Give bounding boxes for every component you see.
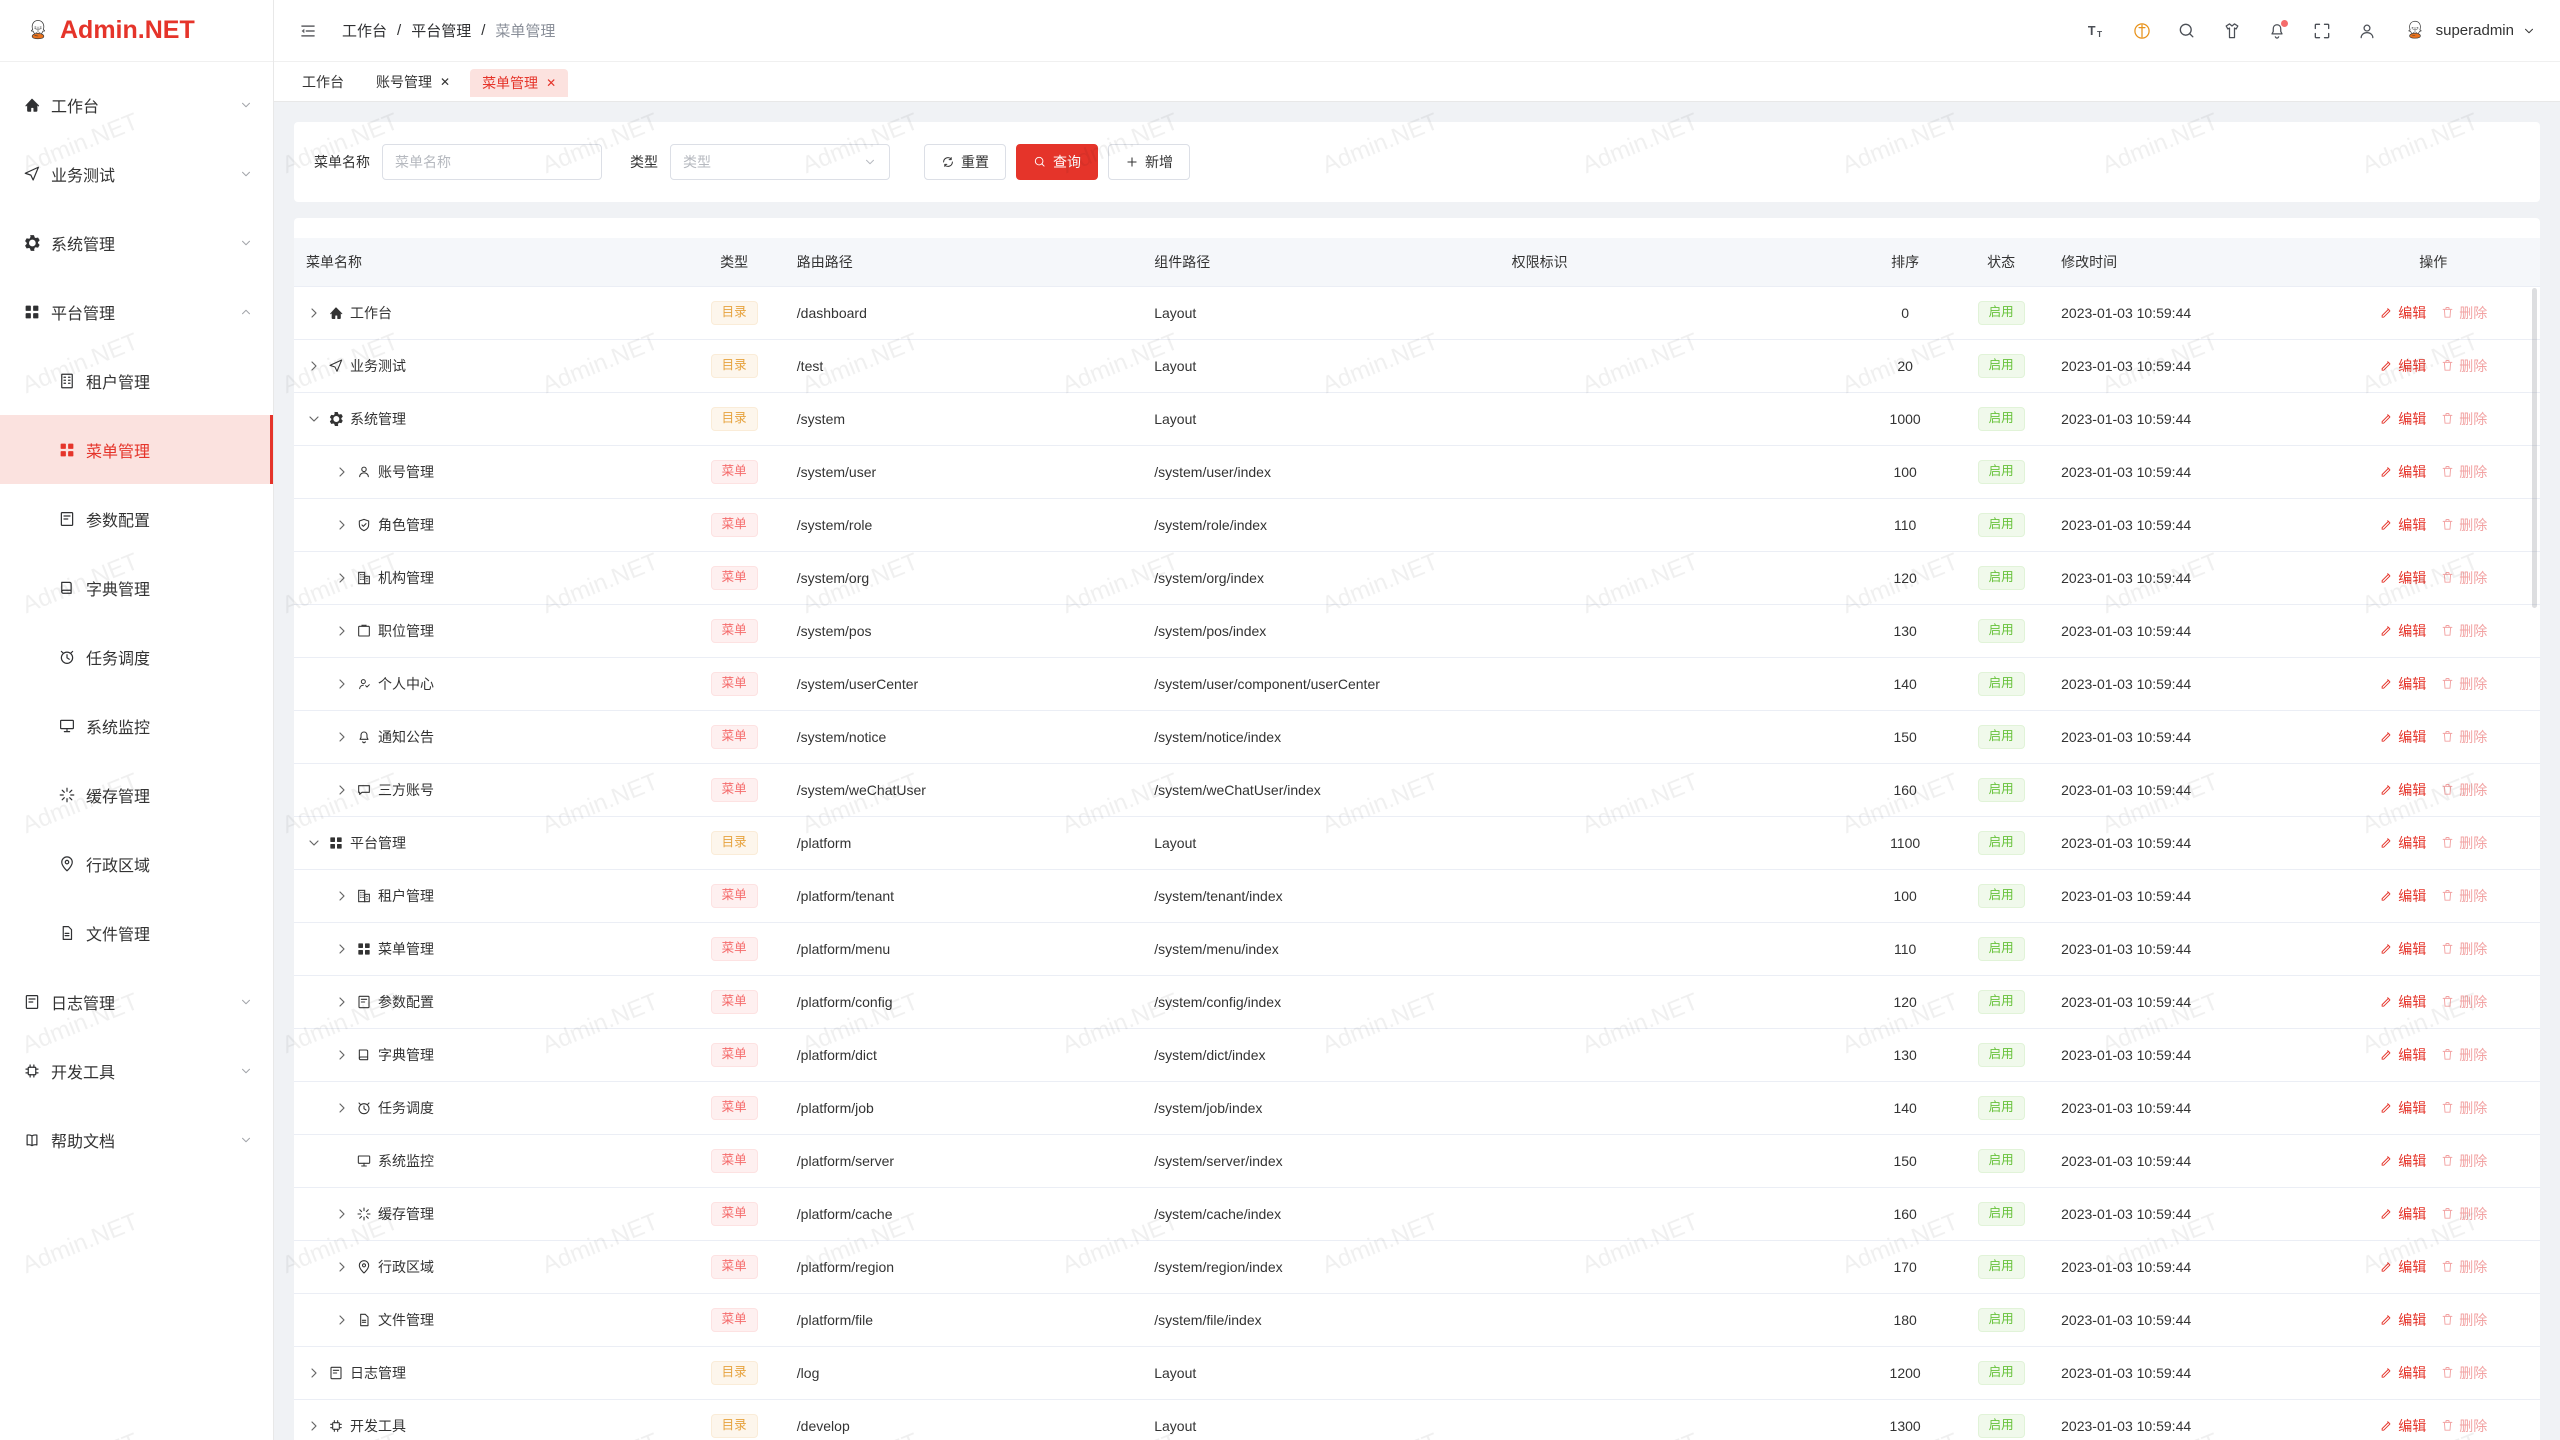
svg-text:T: T xyxy=(2097,28,2102,38)
svg-text:T: T xyxy=(2087,24,2095,38)
